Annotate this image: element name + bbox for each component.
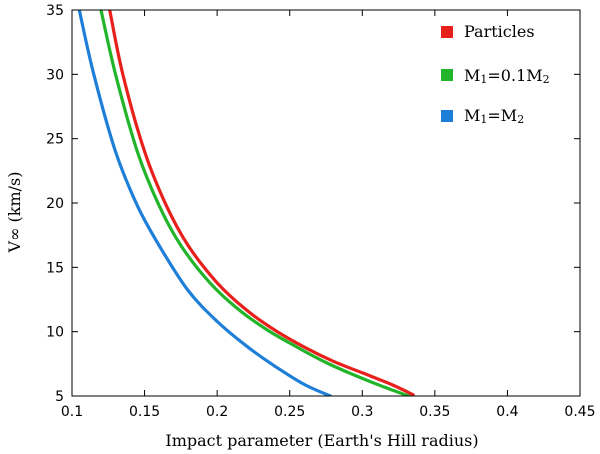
legend-item-particles: Particles [441, 22, 535, 41]
legend-item-m1-m2: M1=M2 [441, 106, 524, 126]
x-tick-label: 0.45 [564, 404, 595, 420]
legend-swatch-m1-0.1m2 [441, 69, 453, 81]
y-tick-label: 15 [46, 260, 64, 276]
y-tick-label: 35 [46, 3, 64, 19]
legend-label-m1-0.1m2: M1=0.1M2 [464, 66, 550, 86]
x-tick-label: 0.1 [61, 404, 83, 420]
x-tick-label: 0.3 [351, 404, 373, 420]
y-tick-label: 5 [55, 389, 64, 405]
x-tick-label: 0.2 [206, 404, 228, 420]
series-layer [77, 10, 415, 396]
series-line-m1-m2 [77, 10, 332, 396]
y-tick-label: 20 [46, 196, 64, 212]
y-tick-label: 30 [46, 67, 64, 83]
x-tick-label: 0.25 [274, 404, 305, 420]
legend-swatch-m1-m2 [441, 110, 453, 122]
legend-label-particles: Particles [464, 22, 535, 41]
x-axis-title: Impact parameter (Earth's Hill radius) [165, 431, 478, 450]
x-tick-label: 0.4 [496, 404, 518, 420]
x-tick-label: 0.35 [419, 404, 450, 420]
y-tick-labels: 5 10 15 20 25 30 35 [46, 3, 64, 405]
legend-label-m1-m2: M1=M2 [464, 106, 524, 126]
legend: Particles M1=0.1M2 M1=M2 [441, 22, 550, 126]
legend-swatch-particles [441, 26, 453, 38]
series-line-m1-0.1m2 [99, 10, 411, 396]
series-line-particles [108, 10, 415, 396]
legend-item-m1-0.1m2: M1=0.1M2 [441, 66, 550, 86]
plot-frame [71, 9, 581, 397]
y-axis-title: V∞ (km/s) [5, 172, 24, 254]
x-tick-labels: 0.1 0.15 0.2 0.25 0.3 0.35 0.4 0.45 [61, 404, 596, 420]
y-tick-label: 10 [46, 325, 64, 341]
y-tick-label: 25 [46, 132, 64, 148]
x-tick-label: 0.15 [129, 404, 160, 420]
